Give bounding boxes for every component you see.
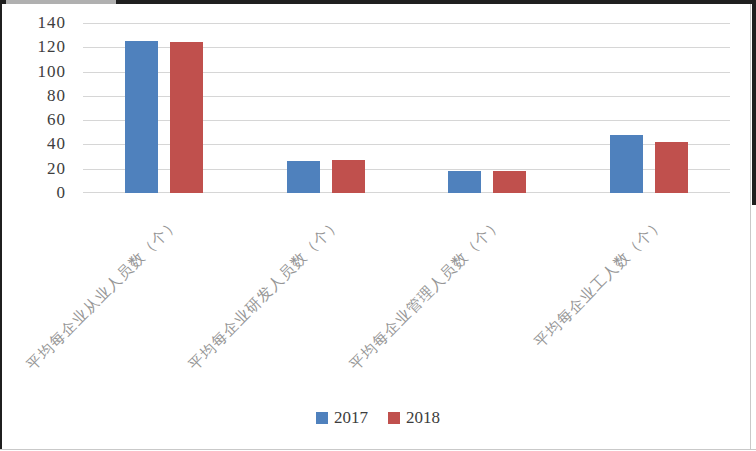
bar-2018-group4	[655, 142, 688, 193]
y-tick-label: 140	[0, 13, 66, 32]
legend-entry-2017: 2017	[316, 408, 368, 428]
y-tick-label: 100	[0, 62, 66, 81]
y-tick-label: 80	[0, 86, 66, 105]
y-tick-label: 20	[0, 159, 66, 178]
bar-2018-group3	[493, 171, 526, 193]
y-tick-label: 0	[0, 183, 66, 202]
legend-swatch-2018	[388, 412, 400, 424]
legend-label-2018: 2018	[406, 408, 440, 428]
category-label: 平均每企业研发人员数（个）	[185, 214, 346, 375]
bar-2018-group1	[170, 42, 203, 193]
window-right-edge-light	[750, 4, 751, 449]
y-tick-label: 40	[0, 134, 66, 153]
bar-2017-group3	[448, 171, 481, 193]
bar-2018-group2	[332, 160, 365, 193]
legend-entry-2018: 2018	[388, 408, 440, 428]
category-label: 平均每企业管理人员数（个）	[346, 214, 507, 375]
chart-frame: 0 20 40 60 80 100 120 140 平均每企业从业人员数（个）平均每企业研发人…	[0, 0, 756, 451]
gridline	[83, 23, 730, 24]
y-axis-tick-labels: 0 20 40 60 80 100 120 140	[0, 0, 66, 220]
legend: 2017 2018	[0, 408, 756, 428]
category-label: 平均每企业从业人员数（个）	[23, 214, 184, 375]
legend-label-2017: 2017	[334, 408, 368, 428]
bar-2017-group4	[610, 135, 643, 193]
plot-area	[83, 23, 730, 193]
bar-2017-group1	[125, 41, 158, 193]
category-label: 平均每企业工人数（个）	[531, 214, 669, 352]
y-tick-label: 60	[0, 110, 66, 129]
window-right-edge-dark	[752, 0, 756, 205]
bar-2017-group2	[287, 161, 320, 193]
window-bottom-edge	[0, 449, 756, 450]
legend-swatch-2017	[316, 412, 328, 424]
y-tick-label: 120	[0, 37, 66, 56]
window-top-edge	[0, 0, 756, 4]
